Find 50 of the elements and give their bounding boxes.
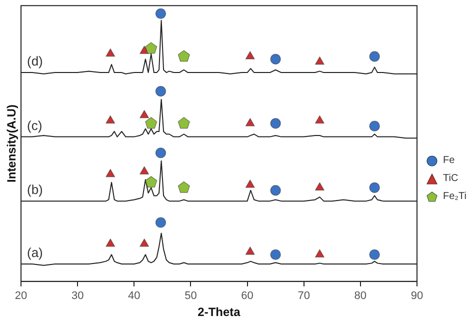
point: [245, 118, 255, 126]
point: [145, 117, 158, 129]
point: [140, 238, 149, 247]
point: [155, 148, 166, 158]
point: [155, 8, 166, 19]
series-label: (a): [27, 245, 43, 260]
point: [106, 238, 116, 247]
legend-label: Fe₂Ti: [443, 190, 467, 204]
point: [315, 56, 324, 65]
point: [140, 110, 149, 118]
point: [155, 217, 166, 228]
point: [178, 50, 190, 62]
point: [369, 120, 380, 132]
series-label: (b): [27, 182, 43, 198]
point: [270, 249, 281, 260]
x-axis-title: 2-Theta: [198, 305, 241, 320]
point: [369, 249, 380, 260]
point: [145, 176, 158, 188]
x-tick-label: 70: [298, 290, 310, 302]
x-tick-label: 20: [14, 290, 28, 302]
point: [270, 54, 281, 64]
point: [270, 118, 281, 129]
point: [315, 249, 324, 258]
point: [178, 117, 190, 129]
point: [106, 115, 116, 124]
point: [270, 185, 281, 196]
series-label: (d): [27, 54, 43, 69]
legend-label: Fe: [443, 154, 455, 168]
point: [315, 182, 324, 190]
point: [106, 168, 116, 178]
point: [140, 166, 149, 174]
point: [155, 86, 166, 97]
x-tick-label: 90: [410, 290, 424, 302]
point: [245, 246, 255, 255]
x-tick-label: 30: [71, 290, 84, 302]
point: [369, 182, 380, 193]
point: [106, 48, 116, 57]
x-tick-label: 40: [128, 290, 140, 302]
x-tick-label: 80: [354, 290, 367, 302]
x-tick-label: 50: [184, 290, 197, 302]
legend-label: TiC: [443, 172, 458, 186]
point: [178, 181, 190, 193]
y-axis-title: Intensity(A.U): [4, 104, 18, 182]
point: [245, 51, 255, 60]
point: [145, 42, 158, 54]
point: [369, 51, 380, 62]
point: [245, 180, 255, 188]
point: [315, 115, 324, 124]
x-tick-label: 60: [241, 290, 254, 302]
series-label: (c): [27, 118, 42, 133]
